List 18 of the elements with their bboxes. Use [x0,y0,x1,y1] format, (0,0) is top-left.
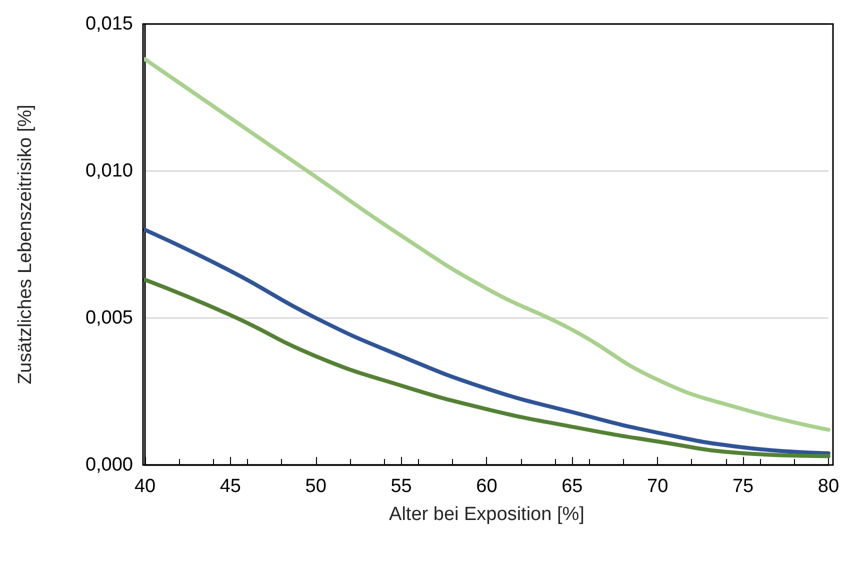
x-tick-label: 45 [220,476,241,497]
line-series [143,57,830,432]
y-tick-label: 0,000 [85,454,133,476]
x-tick-label: 40 [134,476,156,497]
line-series [143,228,830,456]
line-series [143,278,830,458]
x-tick-label: 80 [818,476,840,497]
x-tick-label: 65 [562,476,583,497]
y-tick-label: 0,005 [85,308,133,328]
x-tick-label: 60 [476,476,498,497]
x-tick-label: 75 [732,476,754,497]
y-axis-title: Zusätzliches Lebenszeitrisiko [%] [15,104,36,384]
x-tick-label: 55 [390,476,412,497]
y-tick-label: 0,015 [85,14,133,34]
y-tick-label: 0,010 [85,160,133,182]
x-tick-label: 50 [305,476,326,497]
x-axis-title: Alter bei Exposition [%] [389,504,584,525]
x-tick-label: 70 [647,476,668,497]
